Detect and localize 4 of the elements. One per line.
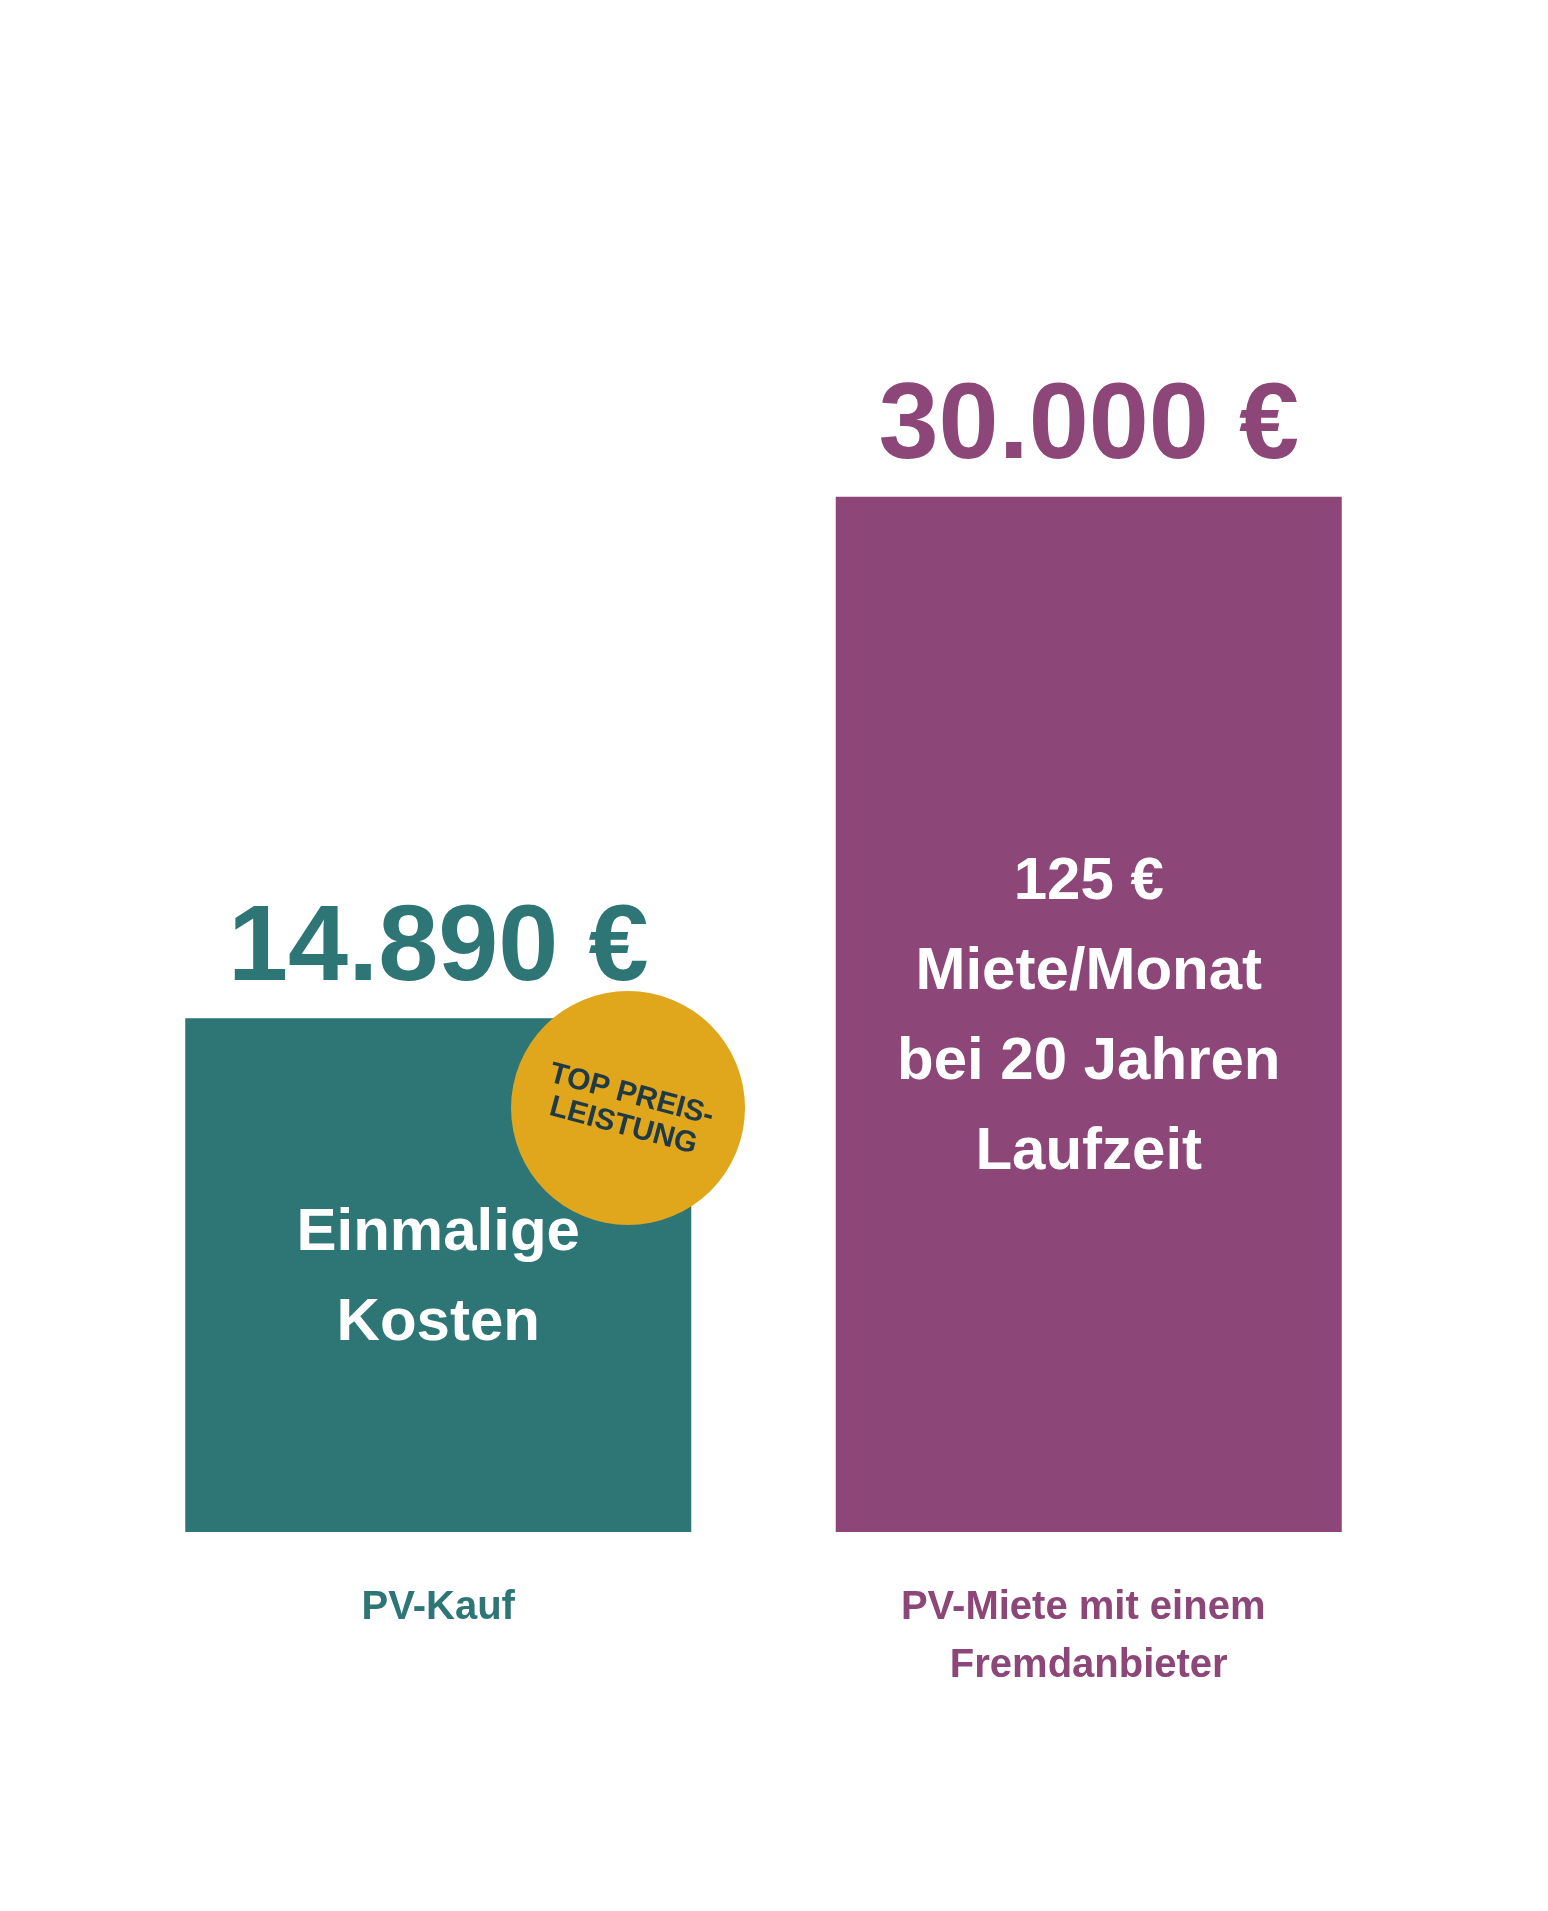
- x-tick-label: PV-Kauf: [361, 1583, 516, 1627]
- data-label: 30.000 €: [878, 360, 1299, 482]
- annotation: 125 € Miete/Monat bei 20 Jahren Laufzeit: [896, 844, 1282, 1185]
- x-tick-label: PV-Miete mit einem Fremdanbieter: [900, 1583, 1277, 1685]
